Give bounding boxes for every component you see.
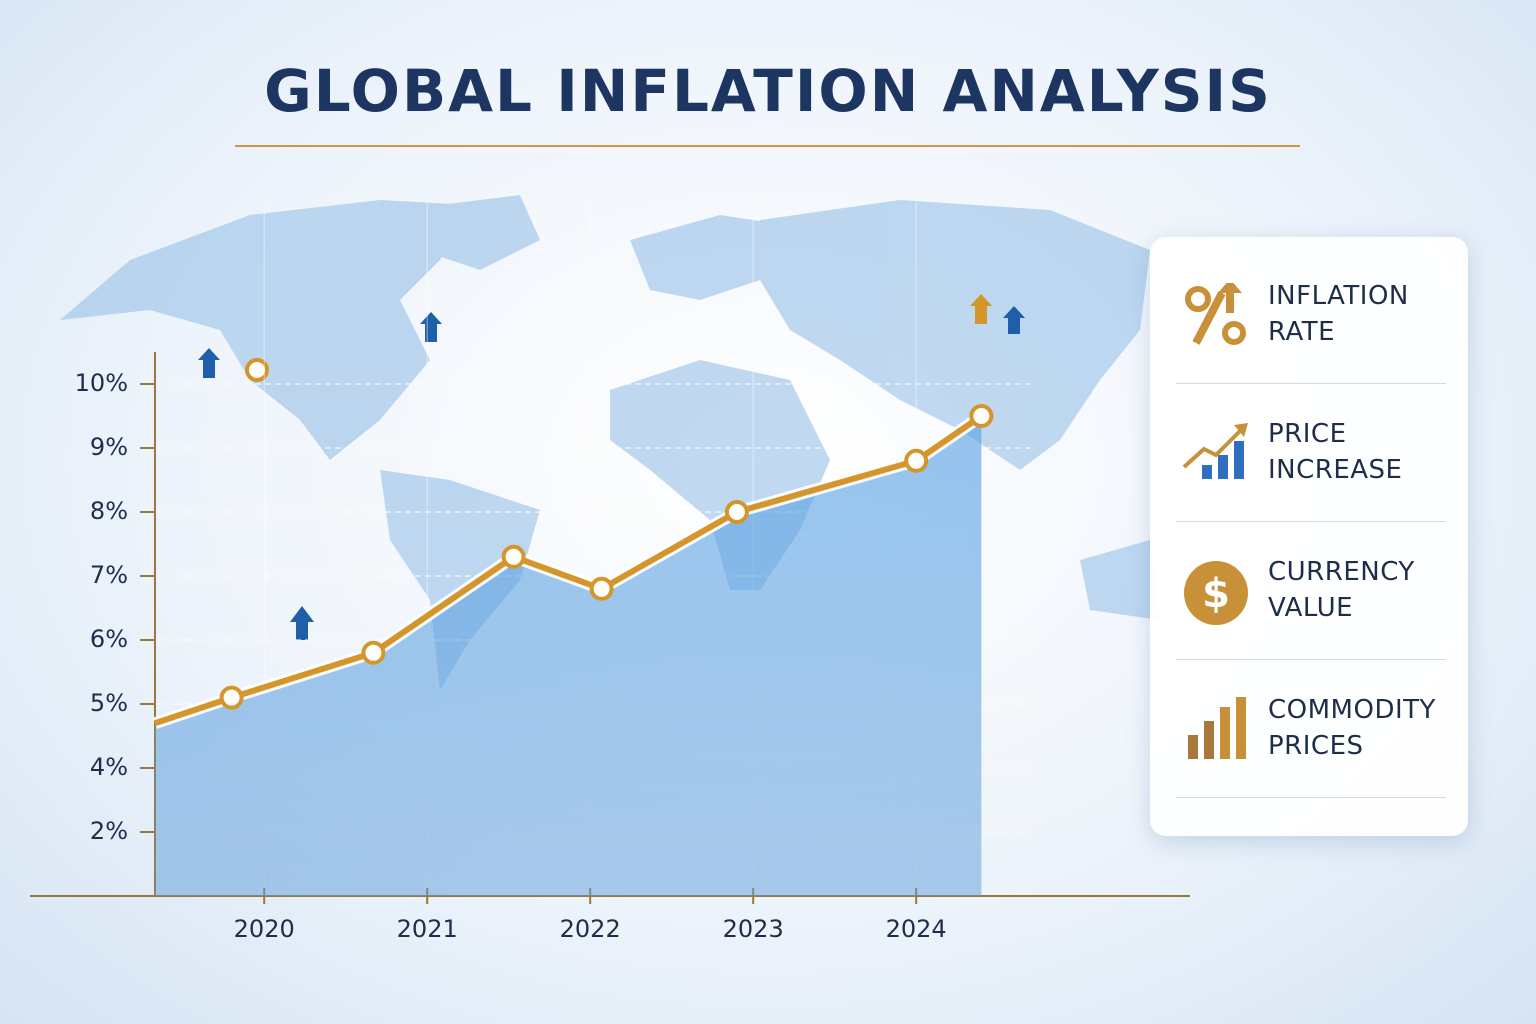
legend-label: INFLATION RATE — [1268, 281, 1409, 347]
x-tick-label: 2024 — [886, 915, 947, 943]
chart-title: GLOBAL INFLATION ANALYSIS — [264, 57, 1272, 125]
legend-label: CURRENCY VALUE — [1268, 557, 1415, 623]
y-tick-label: 4% — [90, 753, 128, 781]
legend-label: COMMODITY PRICES — [1268, 695, 1436, 761]
legend-item: INFLATION RATE — [1176, 245, 1446, 384]
x-tick-label: 2023 — [723, 915, 784, 943]
icon — [1185, 283, 1246, 345]
y-tick-label: 7% — [90, 561, 128, 589]
legend-item: PRICE INCREASE — [1176, 383, 1446, 522]
series-line — [154, 413, 984, 727]
svg-text:$: $ — [1202, 571, 1230, 617]
point — [724, 500, 749, 524]
legend-panel: INFLATION RATE PRICE INCREASE $ CURRENCY… — [1150, 237, 1468, 836]
x-tick-label: 2022 — [560, 915, 621, 943]
icon: $ — [1184, 561, 1248, 625]
y-tick-label: 8% — [90, 497, 128, 525]
point — [361, 640, 386, 665]
y-tick-label: 9% — [90, 433, 128, 461]
y-tick-label: 10% — [75, 369, 128, 397]
point — [501, 544, 526, 569]
point — [969, 404, 994, 428]
map-arrows — [198, 294, 1025, 640]
y-tick-label: 5% — [90, 689, 128, 717]
y-tick-label: 2% — [90, 817, 128, 845]
icon — [1188, 697, 1246, 759]
x-tick-label: 2020 — [234, 915, 295, 943]
point — [589, 576, 614, 601]
legend-item: $ CURRENCY VALUE — [1176, 521, 1446, 660]
legend-item: COMMODITY PRICES — [1176, 659, 1446, 798]
point — [219, 685, 244, 710]
point — [904, 448, 929, 473]
x-tick-label: 2021 — [397, 915, 458, 943]
area-fill — [155, 416, 982, 896]
legend-label: PRICE INCREASE — [1268, 419, 1403, 485]
y-tick-label: 6% — [90, 625, 128, 653]
icon — [1182, 423, 1248, 479]
